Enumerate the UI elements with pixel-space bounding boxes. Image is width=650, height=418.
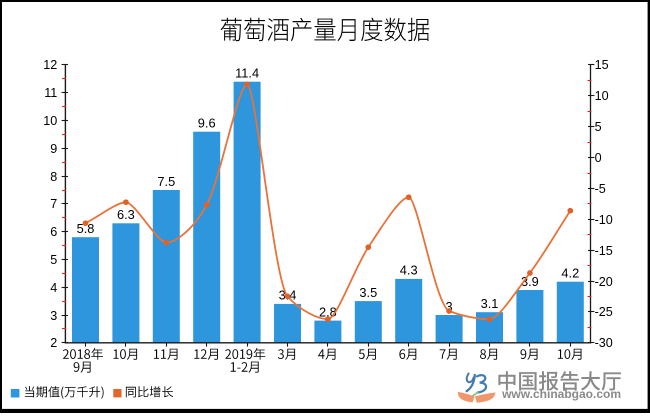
svg-text:5.8: 5.8: [77, 221, 95, 236]
svg-text:12: 12: [43, 58, 57, 72]
svg-text:6: 6: [50, 225, 57, 239]
svg-text:9.6: 9.6: [198, 116, 216, 131]
svg-text:6.3: 6.3: [117, 207, 135, 222]
svg-text:0: 0: [595, 151, 602, 165]
svg-text:-5: -5: [595, 182, 606, 196]
svg-text:9: 9: [50, 142, 57, 156]
svg-text:-30: -30: [595, 336, 613, 350]
svg-text:4: 4: [50, 281, 57, 295]
svg-text:-15: -15: [595, 244, 613, 258]
svg-text:11.4: 11.4: [235, 66, 259, 81]
svg-text:-25: -25: [595, 305, 613, 319]
svg-text:3: 3: [50, 309, 57, 323]
svg-text:-20: -20: [595, 275, 613, 289]
svg-text:5: 5: [50, 253, 57, 267]
svg-text:4.3: 4.3: [400, 263, 418, 278]
svg-text:8: 8: [50, 170, 57, 184]
svg-text:7.5: 7.5: [157, 174, 175, 189]
svg-text:10: 10: [43, 114, 57, 128]
svg-text:3.5: 3.5: [359, 285, 377, 300]
svg-text:10: 10: [595, 89, 609, 103]
svg-text:15: 15: [595, 58, 609, 72]
svg-text:7: 7: [50, 197, 57, 211]
svg-text:-10: -10: [595, 213, 613, 227]
svg-text:11: 11: [44, 86, 57, 100]
svg-text:3: 3: [446, 299, 453, 314]
svg-text:www.chinabgao.com: www.chinabgao.com: [501, 387, 621, 401]
svg-text:5: 5: [595, 120, 602, 134]
svg-text:4.2: 4.2: [561, 266, 579, 281]
svg-text:2: 2: [50, 336, 57, 350]
svg-text:3.1: 3.1: [481, 296, 499, 311]
